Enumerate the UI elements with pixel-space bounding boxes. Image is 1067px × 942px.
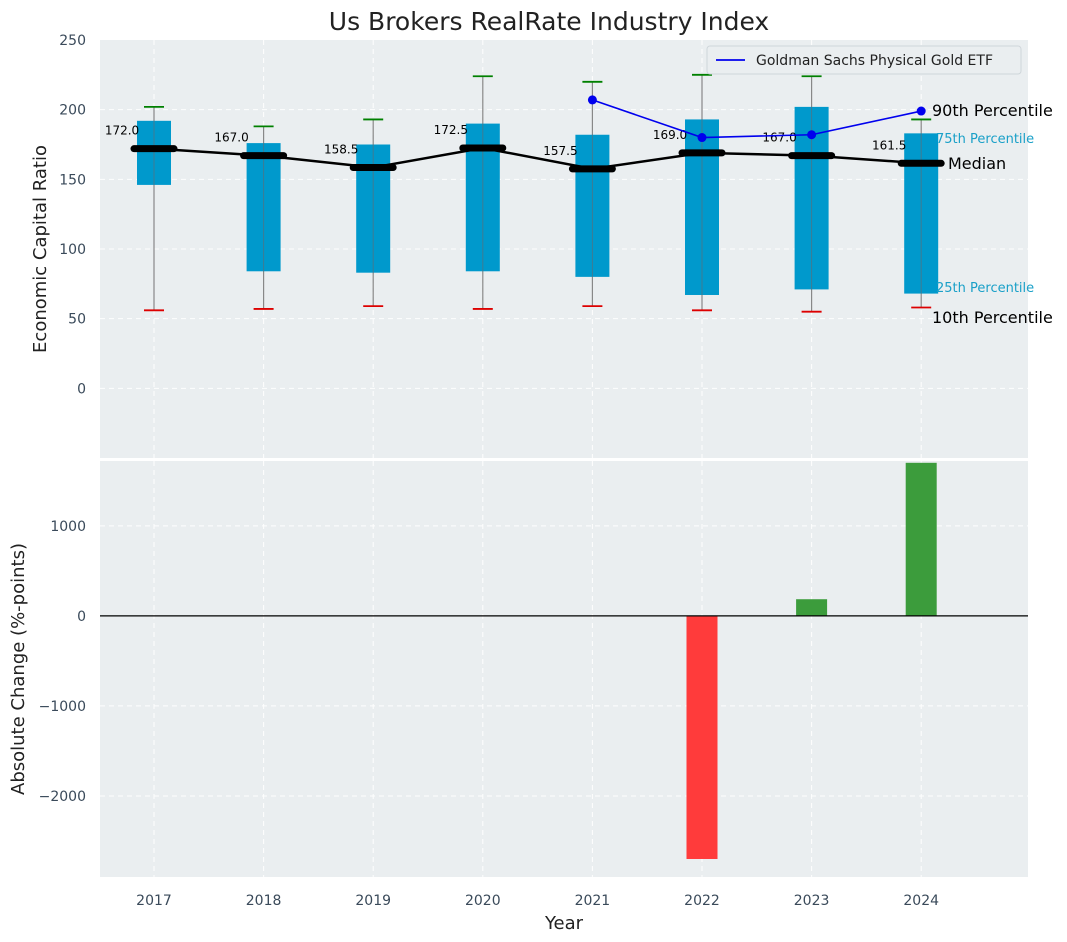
legend-gold-label: Goldman Sachs Physical Gold ETF — [756, 53, 993, 69]
x-tick-label: 2024 — [903, 893, 939, 909]
gold-series-point — [807, 130, 817, 140]
median-value-label: 157.5 — [543, 144, 577, 158]
top-y-axis-label: Economic Capital Ratio — [30, 145, 51, 353]
x-tick-label: 2022 — [684, 893, 720, 909]
x-tick-label: 2021 — [575, 893, 611, 909]
top-y-tick-label: 50 — [68, 312, 86, 328]
median-value-label: 167.0 — [214, 131, 248, 145]
x-tick-label: 2018 — [246, 893, 282, 909]
x-tick-label: 2020 — [465, 893, 501, 909]
top-y-ticks: 0 50 100 150 200 250 — [59, 33, 86, 397]
median-value-label: 161.5 — [872, 138, 906, 152]
gold-series-line — [592, 99, 922, 139]
median-value-label: 158.5 — [324, 142, 358, 156]
bottom-y-tick-label: −1000 — [39, 699, 86, 715]
bottom-y-axis-label: Absolute Change (%-points) — [8, 543, 29, 795]
gold-series-point — [916, 106, 926, 116]
annotation-p10: 10th Percentile — [932, 308, 1053, 327]
x-tick-label: 2023 — [794, 893, 830, 909]
x-tick-label: 2019 — [355, 893, 391, 909]
bottom-y-ticks: −2000 −1000 0 1000 — [39, 519, 86, 805]
bottom-y-tick-label: −2000 — [39, 789, 86, 805]
bottom-marks — [100, 462, 1028, 859]
change-bar — [905, 462, 937, 616]
legend: Goldman Sachs Physical Gold ETF — [706, 45, 1022, 75]
median-value-label: 172.5 — [434, 123, 468, 137]
annotation-p25: 25th Percentile — [936, 281, 1034, 296]
top-y-tick-label: 100 — [59, 242, 86, 258]
x-axis-label: Year — [544, 913, 584, 934]
median-value-label: 169.0 — [653, 128, 687, 142]
annotation-p75: 75th Percentile — [936, 132, 1034, 147]
x-tick-label: 2017 — [136, 893, 172, 909]
top-y-tick-label: 250 — [59, 33, 86, 49]
annotation-p90: 90th Percentile — [932, 101, 1053, 120]
gold-series-point — [697, 133, 707, 143]
bottom-y-tick-label: 1000 — [50, 519, 86, 535]
bottom-y-tick-label: 0 — [77, 609, 86, 625]
gold-series-point — [587, 95, 597, 105]
annotation-median: Median — [948, 154, 1006, 173]
change-bar — [686, 615, 718, 859]
median-value-label: 172.0 — [105, 124, 139, 138]
median-value-label: 167.0 — [762, 131, 796, 145]
bottom-plot-area — [100, 461, 1028, 877]
top-y-tick-label: 150 — [59, 172, 86, 188]
median-line — [153, 146, 922, 171]
x-ticks: 2017 2018 2019 2020 2021 2022 2023 2024 — [136, 893, 939, 909]
change-bar — [796, 599, 828, 616]
top-marks: 172.0 167.0 158.5 172.5 157.5 169.0 167.0 161.5 — [105, 73, 945, 313]
chart-title: Us Brokers RealRate Industry Index — [329, 7, 769, 36]
legend-box — [706, 45, 1022, 75]
top-y-tick-label: 0 — [77, 381, 86, 397]
top-y-tick-label: 200 — [59, 103, 86, 119]
